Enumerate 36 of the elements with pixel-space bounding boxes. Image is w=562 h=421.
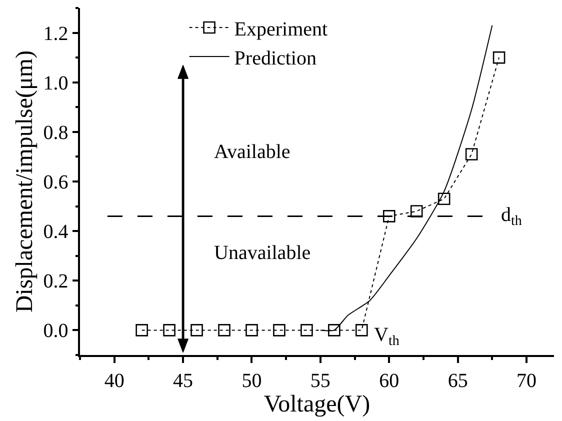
x-tick-label: 40 — [104, 370, 124, 392]
point — [410, 205, 423, 218]
point — [136, 324, 148, 336]
x-tick-label: 65 — [448, 370, 468, 392]
y-tick-label: 0.0 — [43, 320, 68, 342]
point — [356, 324, 368, 336]
point — [190, 324, 203, 336]
point — [218, 324, 230, 336]
point — [300, 324, 313, 336]
y-tick-label: 0.8 — [43, 122, 68, 144]
y-tick-label: 1.0 — [43, 72, 68, 94]
x-tick-label: 70 — [516, 370, 537, 392]
x-tick-label: 50 — [242, 370, 262, 392]
y-axis-title: Displacement/impulse(μm) — [12, 50, 38, 313]
y-tick-label: 0.6 — [43, 172, 68, 194]
point — [438, 192, 450, 205]
x-tick-label: 55 — [310, 370, 330, 392]
point — [246, 324, 258, 336]
y-tick-label: 0.4 — [43, 221, 68, 244]
point — [492, 51, 506, 64]
annotation: Available — [214, 141, 290, 163]
point — [465, 148, 478, 160]
point — [273, 324, 286, 336]
point — [382, 210, 396, 222]
legend-label: Experiment — [234, 18, 328, 40]
ref-line-label: d$_{th}$ — [501, 204, 522, 230]
y-tick-label: 0.2 — [43, 270, 68, 293]
x-axis-title: Voltage(V) — [264, 392, 370, 418]
x-tick-label: 60 — [379, 370, 400, 392]
x-tick-label: 45 — [173, 370, 194, 392]
point — [163, 324, 176, 336]
y-tick-label: 1.2 — [43, 22, 68, 45]
legend-label: Prediction — [234, 47, 316, 70]
point — [328, 324, 340, 336]
annotation: Unavailable — [214, 242, 311, 264]
annotation: V$_{th}$ — [374, 324, 400, 350]
